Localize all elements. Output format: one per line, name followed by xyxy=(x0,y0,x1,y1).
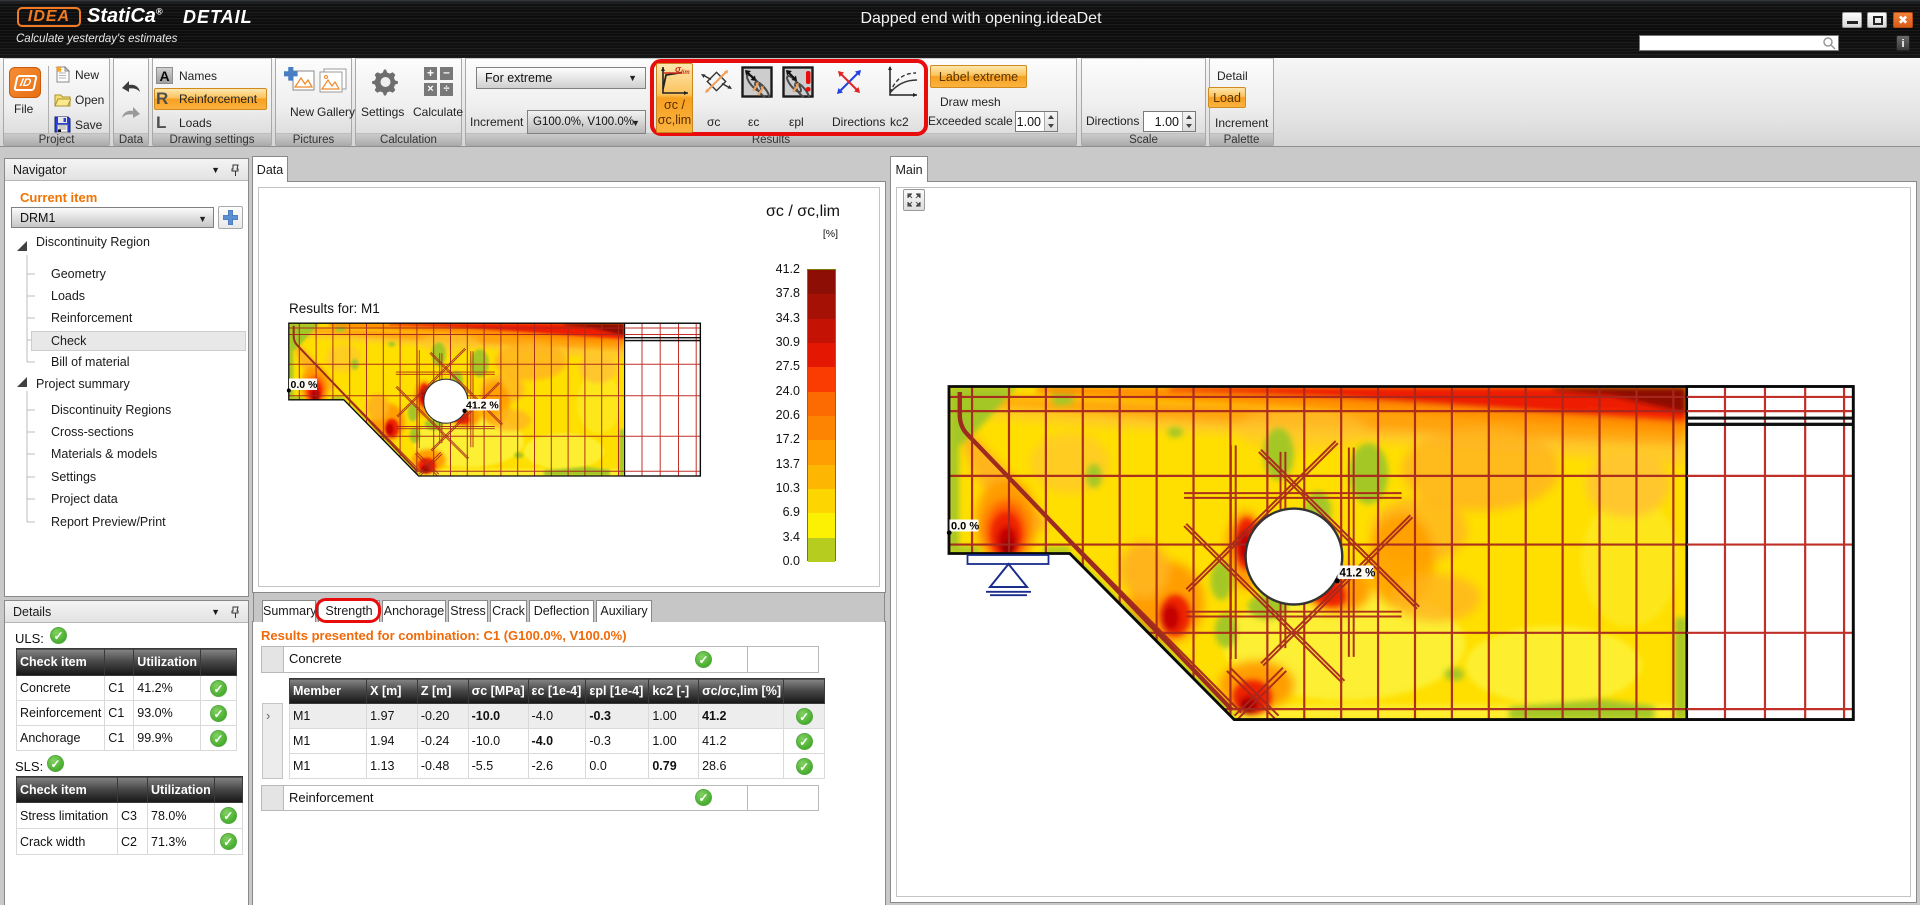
svg-text:σlim: σlim xyxy=(675,65,690,76)
